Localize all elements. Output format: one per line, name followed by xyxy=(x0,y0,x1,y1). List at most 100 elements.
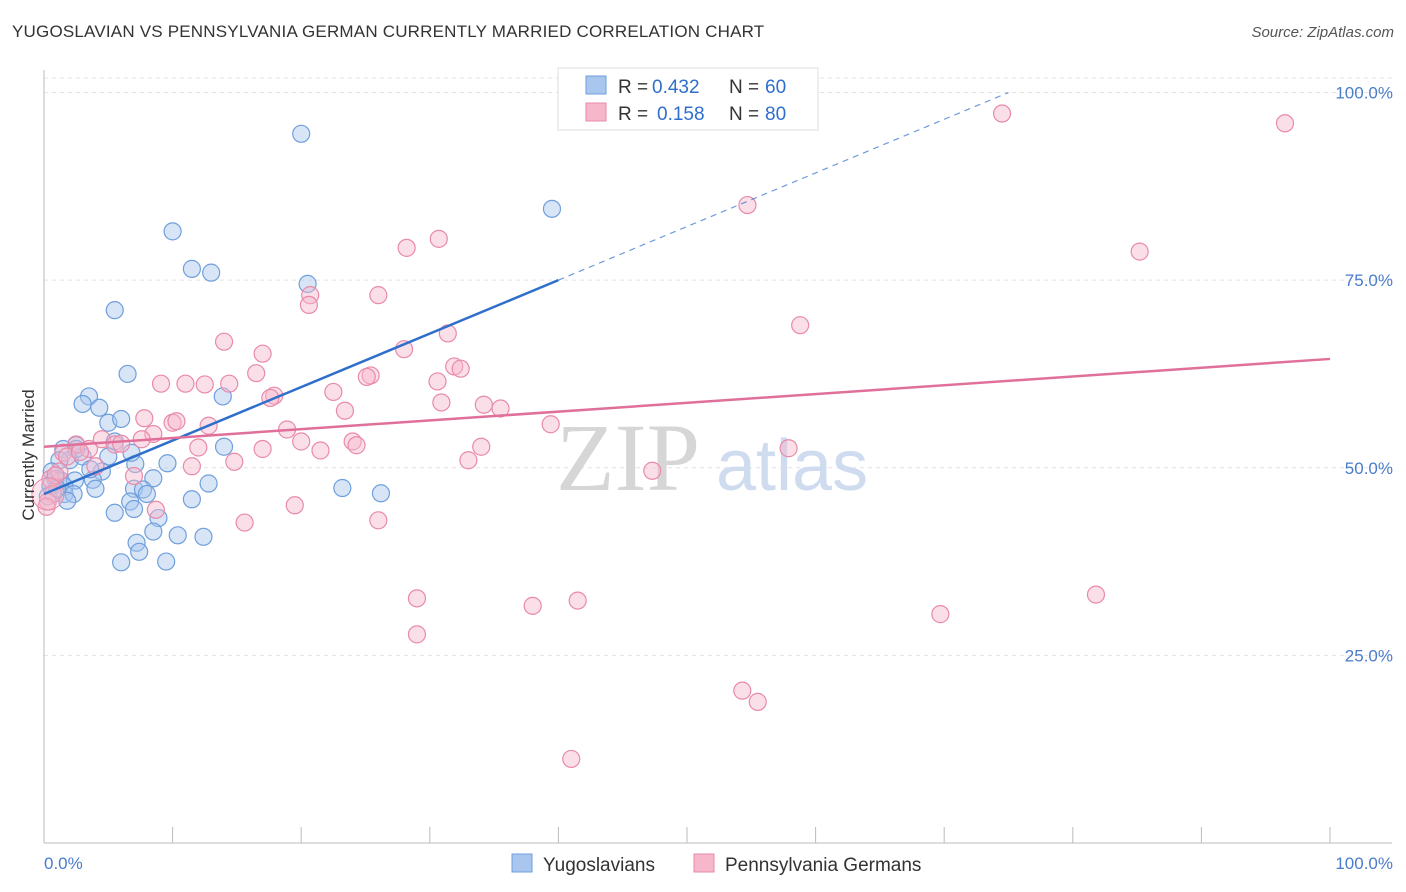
point-pennsylvania-german-cluster xyxy=(31,477,65,511)
point-pennsylvania-german-16 xyxy=(357,367,376,387)
axes xyxy=(43,70,1392,844)
legend-r-value-2: 0.158 xyxy=(657,104,705,125)
point-pennsylvania-german-33 xyxy=(167,412,186,431)
point-pennsylvania-german-12 xyxy=(214,332,234,351)
legend-n-value-1: 60 xyxy=(765,77,786,98)
point-yugoslavian-8 xyxy=(79,387,99,406)
point-pennsylvania-german-6 xyxy=(301,286,320,305)
point-yugoslavian-3 xyxy=(202,263,221,282)
y-tick-label-75: 75.0% xyxy=(1345,271,1393,290)
point-pennsylvania-german-21 xyxy=(195,375,214,394)
point-pennsylvania-german-74 xyxy=(733,681,752,700)
point-yugoslavian-44 xyxy=(182,490,201,509)
point-yugoslavian-30 xyxy=(199,474,218,493)
point-pennsylvania-german-28 xyxy=(474,395,493,414)
point-pennsylvania-german-46 xyxy=(779,439,798,458)
point-pennsylvania-german-8 xyxy=(299,295,319,315)
point-pennsylvania-german-64 xyxy=(285,496,304,515)
point-pennsylvania-german-50 xyxy=(253,439,272,459)
point-yugoslavian-46 xyxy=(124,499,144,519)
point-yugoslavian-40 xyxy=(137,484,156,504)
point-yugoslavian-53 xyxy=(112,553,131,572)
point-pennsylvania-german-70 xyxy=(568,591,587,610)
point-pennsylvania-german-2 xyxy=(738,195,757,215)
grid-lines xyxy=(44,77,1392,656)
point-pennsylvania-german-18 xyxy=(451,359,470,378)
point-pennsylvania-german-76 xyxy=(562,749,581,769)
point-pennsylvania-german-20 xyxy=(176,374,195,393)
watermark: ZIP atlas xyxy=(556,404,868,511)
point-pennsylvania-german-72 xyxy=(1086,585,1106,604)
trend-lines xyxy=(43,91,1331,496)
point-pennsylvania-german-68 xyxy=(407,589,427,608)
point-yugoslavian-2 xyxy=(163,222,182,241)
point-pennsylvania-german-44 xyxy=(347,436,366,455)
y-axis-label: Currently Married xyxy=(19,389,38,520)
point-yugoslavian-6 xyxy=(105,301,124,320)
y-tick-label-50: 50.0% xyxy=(1345,459,1393,478)
point-yugoslavian-41 xyxy=(371,484,391,503)
point-pennsylvania-german-67 xyxy=(235,513,254,532)
point-pennsylvania-german-58 xyxy=(124,466,144,486)
legend-bottom: Yugoslavians Pennsylvania Germans xyxy=(511,853,921,876)
point-yugoslavian-49 xyxy=(168,526,187,545)
point-pennsylvania-german-39 xyxy=(105,435,124,454)
point-yugoslavian-55 xyxy=(214,437,234,456)
point-yugoslavian-9 xyxy=(73,394,92,414)
point-yugoslavian-10 xyxy=(90,398,109,417)
legend-n-label-1: N = xyxy=(729,77,759,98)
trend-line-pennsylvania-germans xyxy=(43,357,1331,448)
y-tick-label-100: 100.0% xyxy=(1335,84,1393,103)
point-pennsylvania-german-57 xyxy=(643,461,662,480)
legend-n-label-2: N = xyxy=(729,104,759,125)
point-yugoslavian-0 xyxy=(292,124,311,143)
legend-top: R = 0.432 N = 60 R = 0.158 N = 80 xyxy=(557,67,819,131)
legend-swatch-pink xyxy=(585,102,607,122)
x-tick-label-100: 100.0% xyxy=(1335,854,1393,873)
point-pennsylvania-german-66 xyxy=(369,511,388,530)
legend-swatch-blue xyxy=(585,75,607,95)
legend-bottom-label-pennsylvania-germans: Pennsylvania Germans xyxy=(725,855,921,876)
legend-r-label-2: R = xyxy=(618,104,648,125)
chart-title: YUGOSLAVIAN VS PENNSYLVANIA GERMAN CURRE… xyxy=(12,22,765,41)
point-pennsylvania-german-79 xyxy=(70,442,90,462)
legend-bottom-swatch-pink xyxy=(693,853,715,873)
point-pennsylvania-german-65 xyxy=(146,500,165,519)
point-pennsylvania-german-69 xyxy=(523,596,542,615)
legend-bottom-swatch-blue xyxy=(511,853,533,873)
point-yugoslavian-1 xyxy=(542,199,562,218)
point-pennsylvania-german-55 xyxy=(225,452,244,471)
point-yugoslavian-7 xyxy=(118,364,137,384)
point-yugoslavian-50 xyxy=(194,527,213,546)
point-yugoslavian-13 xyxy=(112,409,131,429)
point-pennsylvania-german-52 xyxy=(459,451,478,470)
point-pennsylvania-german-77 xyxy=(46,466,65,485)
point-pennsylvania-german-49 xyxy=(189,438,208,457)
legend-n-value-2: 80 xyxy=(765,104,786,125)
point-pennsylvania-german-35 xyxy=(541,415,560,434)
point-pennsylvania-german-24 xyxy=(324,382,343,402)
legend-r-label-1: R = xyxy=(618,77,648,98)
legend-bottom-label-yugoslavians: Yugoslavians xyxy=(543,855,655,876)
point-pennsylvania-german-22 xyxy=(220,374,239,393)
source-label: Source: ZipAtlas.com xyxy=(1251,24,1394,41)
point-pennsylvania-german-7 xyxy=(369,286,388,305)
point-pennsylvania-german-5 xyxy=(1130,242,1149,261)
point-yugoslavian-45 xyxy=(105,503,124,522)
point-yugoslavian-4 xyxy=(182,259,201,278)
point-pennsylvania-german-71 xyxy=(931,605,950,624)
x-tick-label-0: 0.0% xyxy=(44,854,83,873)
point-pennsylvania-german-73 xyxy=(407,625,427,644)
point-pennsylvania-german-75 xyxy=(748,692,767,712)
point-pennsylvania-german-9 xyxy=(791,316,810,335)
point-yugoslavian-39 xyxy=(64,484,83,504)
watermark-zip: ZIP xyxy=(556,404,700,511)
point-yugoslavian-29 xyxy=(144,469,163,488)
watermark-atlas: atlas xyxy=(716,426,868,506)
point-pennsylvania-german-23 xyxy=(428,372,447,391)
series-pennsylvania-germans xyxy=(31,104,1295,769)
point-pennsylvania-german-45 xyxy=(472,437,491,456)
point-pennsylvania-german-13 xyxy=(253,344,272,363)
point-pennsylvania-german-29 xyxy=(491,399,510,418)
point-pennsylvania-german-1 xyxy=(1275,114,1295,133)
